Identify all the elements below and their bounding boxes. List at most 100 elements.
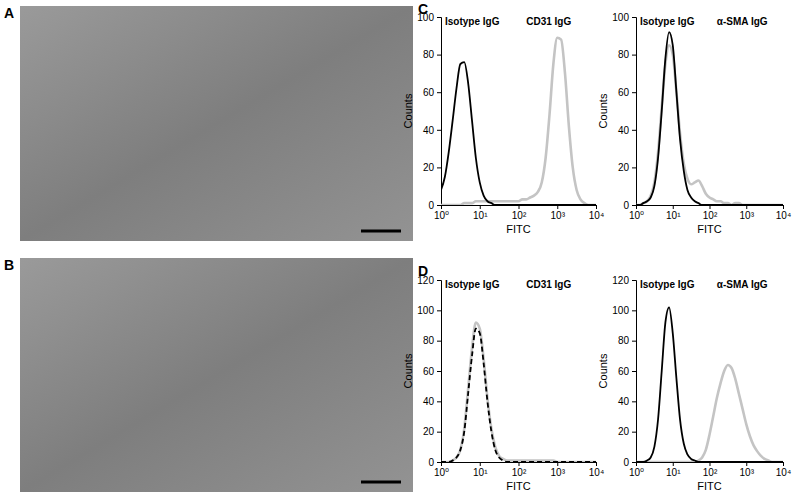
tick-label: 80 <box>423 335 435 346</box>
tick-mark <box>437 205 441 206</box>
micrograph <box>20 258 413 492</box>
tick-label: 40 <box>618 396 630 407</box>
x-tick: 10¹ <box>666 205 681 221</box>
tick-mark <box>632 130 636 131</box>
chart: 10⁰10¹10²10³10⁴020406080100FITCCountsIso… <box>402 12 604 235</box>
tick-label: 10³ <box>551 210 566 221</box>
y-tick: 60 <box>423 366 441 377</box>
y-tick: 0 <box>623 457 636 468</box>
axis-line <box>632 18 637 206</box>
x-tick: 10³ <box>740 462 755 478</box>
tick-label: 20 <box>618 162 630 173</box>
series-line <box>441 62 596 205</box>
y-tick: 40 <box>618 396 636 407</box>
tick-mark <box>519 205 520 209</box>
y-tick: 80 <box>423 335 441 346</box>
tick-mark <box>437 55 441 56</box>
tick-mark <box>437 310 441 311</box>
y-tick: 80 <box>423 49 441 60</box>
tick-label: 10³ <box>551 467 566 478</box>
axis-line <box>637 463 784 467</box>
tick-mark <box>632 341 636 342</box>
plot-area <box>441 38 596 205</box>
x-axis: 10⁰10¹10²10³10⁴ <box>434 205 604 221</box>
tick-label: 10⁰ <box>434 467 449 478</box>
tick-label: 10⁴ <box>589 467 604 478</box>
x-tick: 10³ <box>551 462 566 478</box>
x-axis-title: FITC <box>697 223 721 235</box>
y-tick: 40 <box>618 125 636 136</box>
x-tick: 10⁴ <box>589 462 604 478</box>
tick-label: 10² <box>703 467 718 478</box>
tick-label: 80 <box>423 49 435 60</box>
panel-label: A <box>4 5 14 21</box>
axis-line <box>442 463 597 467</box>
y-tick: 0 <box>428 200 441 211</box>
tick-mark <box>437 130 441 131</box>
series-label: α-SMA IgG <box>717 16 768 27</box>
x-tick: 10⁰ <box>629 205 644 221</box>
tick-mark <box>437 92 441 93</box>
x-tick: 10² <box>512 462 527 478</box>
tick-label: 100 <box>417 305 434 316</box>
y-tick: 60 <box>423 87 441 98</box>
series-label: Isotype IgG <box>640 16 695 27</box>
series-label: Isotype IgG <box>445 279 500 290</box>
tick-label: 10⁰ <box>629 210 644 221</box>
tick-mark <box>746 462 747 466</box>
y-tick: 40 <box>423 125 441 136</box>
tick-label: 80 <box>618 49 630 60</box>
tick-mark <box>437 280 441 281</box>
plot-area <box>636 307 783 462</box>
tick-mark <box>632 17 636 18</box>
tick-label: 10² <box>512 467 527 478</box>
tick-label: 60 <box>423 87 435 98</box>
x-tick: 10² <box>512 205 527 221</box>
tick-mark <box>437 17 441 18</box>
tick-mark <box>632 462 636 463</box>
x-tick: 10⁰ <box>434 462 449 478</box>
tick-label: 40 <box>423 125 435 136</box>
y-tick: 100 <box>612 12 636 23</box>
scale-bar <box>361 230 401 233</box>
y-tick: 100 <box>417 305 441 316</box>
y-tick: 60 <box>618 366 636 377</box>
tick-mark <box>437 167 441 168</box>
plot-area <box>636 32 783 205</box>
x-axis: 10⁰10¹10²10³10⁴ <box>629 462 791 478</box>
micrograph-image <box>20 6 413 241</box>
tick-mark <box>480 205 481 209</box>
series-line <box>441 329 596 462</box>
x-tick: 10⁴ <box>776 205 791 221</box>
tick-label: 60 <box>618 87 630 98</box>
panel-label: B <box>4 257 14 273</box>
tick-mark <box>437 371 441 372</box>
tick-label: 10⁴ <box>776 467 791 478</box>
series-line <box>441 322 596 462</box>
y-tick: 100 <box>417 12 441 23</box>
tick-mark <box>437 341 441 342</box>
tick-label: 40 <box>618 125 630 136</box>
chart: 10⁰10¹10²10³10⁴020406080100120FITCCounts… <box>597 275 791 492</box>
y-tick: 80 <box>618 335 636 346</box>
tick-mark <box>596 462 597 466</box>
tick-label: 10³ <box>740 467 755 478</box>
tick-mark <box>557 462 558 466</box>
tick-label: 20 <box>423 426 435 437</box>
y-axis: 020406080100120 <box>417 275 441 468</box>
y-tick: 100 <box>612 305 636 316</box>
y-tick: 20 <box>423 162 441 173</box>
y-axis: 0 20 40 60 80 100 <box>612 12 636 211</box>
x-tick: 10⁰ <box>434 205 449 221</box>
tick-mark <box>673 462 674 466</box>
y-tick: 60 <box>618 87 636 98</box>
tick-label: 0 <box>623 200 629 211</box>
x-tick: 10⁴ <box>776 462 791 478</box>
tick-mark <box>710 205 711 209</box>
chart: 10⁰10¹10²10³10⁴020406080100FITCCountsIso… <box>597 12 791 235</box>
y-axis: 0 20 40 60 80 100 <box>417 12 441 211</box>
y-tick: 0 <box>623 200 636 211</box>
x-tick: 10¹ <box>666 462 681 478</box>
tick-label: 0 <box>428 200 434 211</box>
tick-mark <box>632 205 636 206</box>
